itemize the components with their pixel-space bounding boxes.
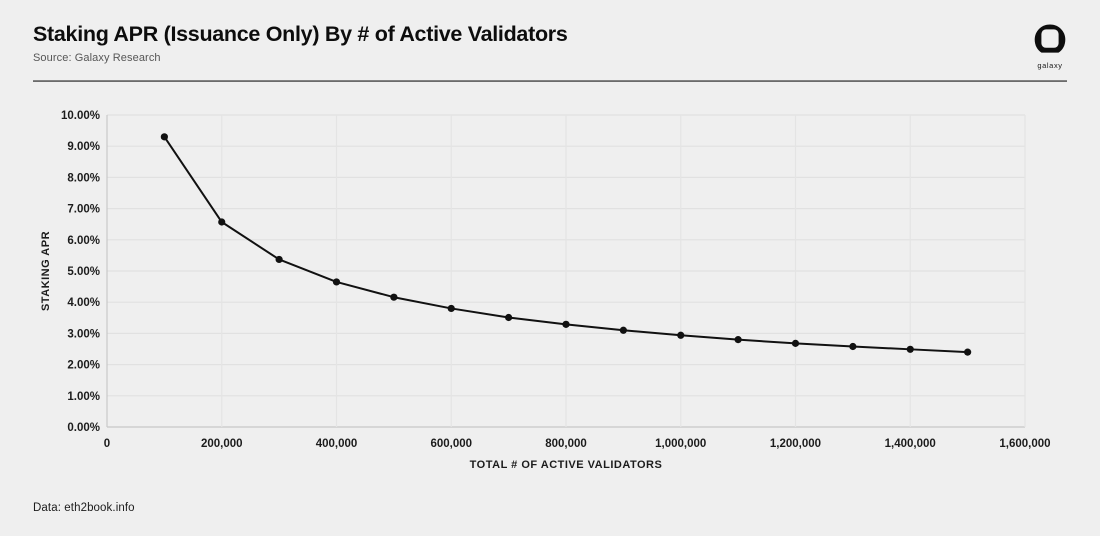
chart-point	[160, 133, 168, 141]
y-tick-label: 5.00%	[67, 266, 100, 278]
chart-point	[218, 218, 226, 226]
x-tick-label: 1,400,000	[885, 438, 936, 450]
y-tick-label: 6.00%	[67, 235, 100, 247]
x-tick-label: 1,200,000	[770, 438, 821, 450]
x-tick-label: 1,000,000	[655, 438, 706, 450]
chart-point	[677, 331, 685, 339]
y-tick-label: 8.00%	[67, 172, 100, 184]
y-tick-label: 10.00%	[61, 110, 100, 122]
chart-point	[505, 313, 513, 322]
y-tick-label: 3.00%	[67, 328, 100, 340]
chart-point	[964, 348, 972, 356]
chart-point	[562, 320, 570, 328]
chart-title: Staking APR (Issuance Only) By # of Acti…	[33, 22, 568, 46]
chart-point	[849, 342, 857, 351]
chart-point	[275, 255, 283, 264]
chart-point	[332, 278, 341, 286]
chart-point	[447, 304, 455, 313]
y-tick-label: 4.00%	[67, 297, 100, 309]
chart-point	[390, 293, 398, 301]
x-tick-label: 1,600,000	[999, 438, 1050, 450]
chart-source: Source: Galaxy Research	[33, 52, 161, 64]
y-tick-label: 9.00%	[67, 141, 100, 153]
y-tick-label: 2.00%	[67, 360, 100, 372]
chart-point	[734, 336, 742, 344]
chart-point	[791, 339, 800, 347]
x-tick-label: 0	[104, 438, 110, 450]
x-tick-label: 800,000	[545, 438, 587, 450]
y-tick-label: 7.00%	[67, 204, 100, 216]
y-axis-title: STAKING APR	[40, 231, 52, 311]
x-tick-label: 200,000	[201, 438, 243, 450]
y-tick-label: 1.00%	[67, 391, 100, 403]
x-tick-label: 400,000	[316, 438, 358, 450]
chart-point	[619, 326, 627, 334]
footer-data-source: Data: eth2book.info	[33, 502, 135, 514]
chart-point	[906, 345, 914, 353]
x-axis-title: TOTAL # OF ACTIVE VALIDATORS	[470, 459, 663, 471]
galaxy-logo: galaxy	[1033, 24, 1067, 70]
x-tick-label: 600,000	[430, 438, 472, 450]
galaxy-logo-label: galaxy	[1037, 61, 1063, 70]
header-divider	[33, 80, 1067, 82]
report-header: Staking APR (Issuance Only) By # of Acti…	[33, 22, 1067, 64]
galaxy-logo-icon	[1034, 24, 1066, 53]
y-tick-label: 0.00%	[67, 422, 100, 434]
